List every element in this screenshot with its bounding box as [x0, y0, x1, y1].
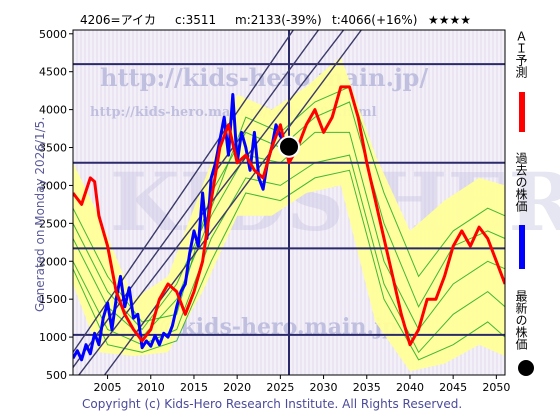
y-tick-label: 4500: [39, 66, 67, 79]
legend: ＡＩ予測 過去の株価 最新の株価: [514, 30, 534, 376]
header-ticker: 4206=アイカ: [80, 13, 156, 27]
header-current: c:3511: [175, 13, 216, 27]
trend-line: [77, 30, 345, 375]
legend-ai-swatch: [519, 92, 525, 132]
plot-frame: [72, 29, 506, 376]
x-tick-label: 2040: [396, 381, 424, 394]
x-tick-label: 2010: [137, 381, 165, 394]
y-tick-label: 1500: [39, 293, 67, 306]
past-series-line: [73, 93, 291, 362]
latest-marker-layer: [278, 135, 300, 158]
generated-date-label: Generated on Monday 2026/1/5.: [33, 117, 47, 312]
y-axis-ticks: 500 1000 1500 2000 2500 3000 3500 4000 4500 5000: [39, 28, 73, 382]
y-tick-label: 4000: [39, 104, 67, 117]
y-tick-label: 5000: [39, 28, 67, 41]
watermark-url: http://kids-hero.main.jp/: [100, 63, 428, 92]
y-tick-label: 3500: [39, 142, 67, 155]
x-tick-label: 2045: [439, 381, 467, 394]
x-tick-label: 2035: [353, 381, 381, 394]
x-tick-label: 2020: [223, 381, 251, 394]
band-line: [72, 101, 506, 323]
legend-ai-label: ＡＩ予測: [514, 30, 528, 79]
x-tick-label: 2050: [482, 381, 510, 394]
legend-past-swatch: [519, 225, 525, 269]
y-tick-label: 3000: [39, 179, 67, 192]
x-tick-label: 2005: [94, 381, 122, 394]
x-tick-label: 2015: [180, 381, 208, 394]
x-tick-label: 2025: [266, 381, 294, 394]
legend-latest-label: 最新の株価: [514, 290, 528, 350]
trend-line: [103, 30, 363, 375]
header-target: t:4066(+16%): [332, 13, 417, 27]
y-tick-label: 1000: [39, 331, 67, 344]
header-stars: ★★★★: [428, 13, 471, 27]
band-line: [72, 86, 506, 331]
trend-line: [73, 30, 295, 353]
copyright-footer: Copyright (c) Kids-Hero Research Institu…: [82, 397, 462, 411]
header-min: m:2133(-39%): [235, 13, 322, 27]
y-tick-label: 500: [46, 369, 67, 382]
x-tick-label: 2030: [310, 381, 338, 394]
legend-latest-marker: [518, 360, 534, 376]
y-tick-label: 2000: [39, 255, 67, 268]
y-tick-label: 2500: [39, 217, 67, 230]
latest-price-marker: [278, 135, 300, 158]
x-axis-ticks: 2005 2010 2015 2020 2025 2030 2035 2040 2045 2050: [94, 375, 510, 394]
band-line: [72, 169, 506, 361]
legend-past-label: 過去の株価: [514, 152, 528, 212]
